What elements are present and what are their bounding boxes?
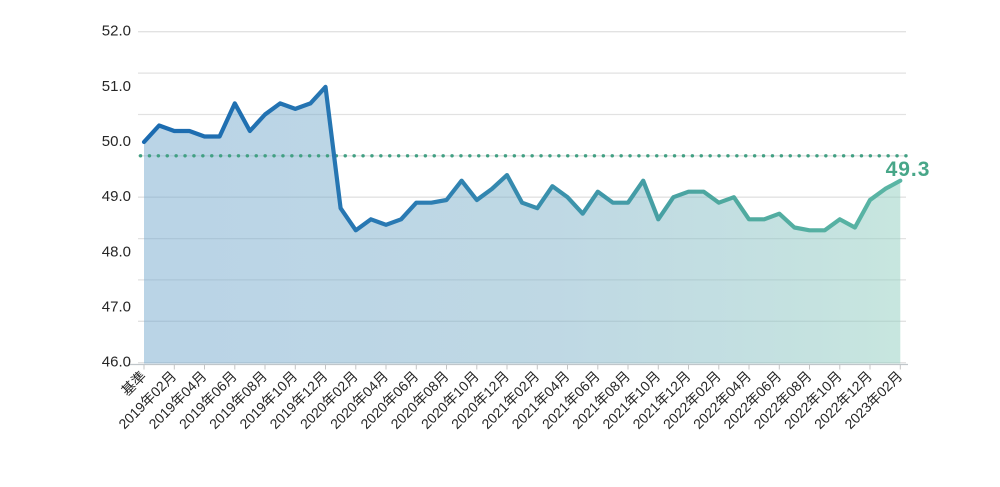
y-tick-label: 49.0: [102, 188, 131, 205]
y-tick-label: 52.0: [102, 23, 131, 40]
latest-value-label: 49.3: [885, 158, 931, 181]
y-tick-label: 46.0: [102, 354, 131, 371]
y-tick-label: 47.0: [102, 298, 131, 315]
y-axis-labels: 52.0 51.0 50.0 49.0 48.0 47.0 46.0: [102, 23, 131, 371]
y-tick-label: 50.0: [102, 133, 131, 150]
x-axis: [128, 363, 908, 370]
y-tick-label: 51.0: [102, 78, 131, 95]
area-fill: [144, 86, 901, 364]
y-tick-label: 48.0: [102, 243, 131, 260]
trend-line: [141, 84, 903, 233]
x-axis-labels: 基準2019年02月2019年04月2019年06月2019年08月2019年1…: [115, 368, 905, 432]
